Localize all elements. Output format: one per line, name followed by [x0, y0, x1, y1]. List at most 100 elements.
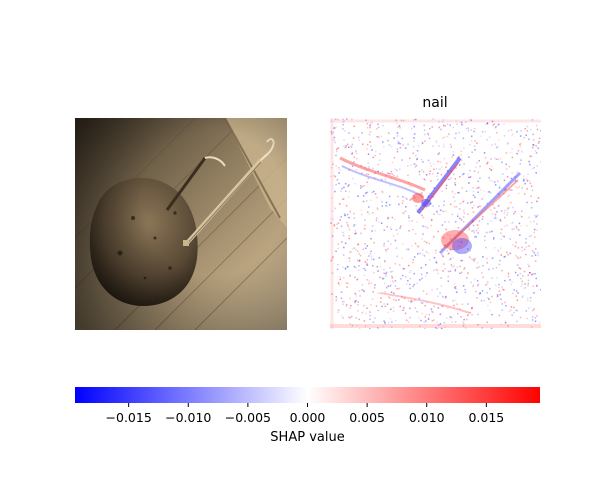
shap-pixel	[345, 282, 348, 284]
shap-pixel	[527, 173, 529, 175]
shap-pixel	[520, 225, 523, 227]
shap-pixel	[389, 267, 391, 269]
shap-pixel	[438, 121, 440, 123]
shap-pixel	[345, 205, 348, 207]
shap-pixel	[374, 229, 376, 232]
shap-pixel	[413, 195, 416, 197]
shap-pixel	[391, 321, 393, 323]
shap-pixel	[425, 174, 428, 176]
shap-pixel	[492, 124, 494, 126]
shap-pixel	[529, 182, 532, 185]
shap-pixel	[460, 316, 462, 318]
shap-pixel	[471, 307, 473, 309]
shap-pixel	[535, 277, 537, 280]
shap-pixel	[401, 257, 403, 260]
shap-pixel	[402, 119, 405, 122]
shap-pixel	[459, 176, 461, 178]
shap-pixel	[524, 286, 527, 289]
shap-pixel	[503, 256, 505, 258]
shap-pixel	[467, 314, 470, 316]
shap-pixel	[491, 180, 493, 182]
shap-pixel	[437, 272, 439, 275]
shap-pixel	[470, 140, 473, 142]
shap-pixel	[382, 124, 384, 127]
shap-pixel	[500, 238, 503, 240]
shap-pixel	[516, 256, 518, 258]
shap-pixel	[493, 207, 496, 209]
shap-pixel	[401, 296, 404, 299]
shap-pixel	[472, 284, 475, 287]
shap-pixel	[530, 234, 532, 237]
shap-pixel	[399, 168, 401, 170]
shap-pixel	[483, 190, 485, 192]
shap-pixel	[414, 299, 416, 301]
shap-pixel	[447, 270, 450, 273]
shap-pixel	[519, 273, 522, 275]
shap-pixel	[540, 130, 541, 132]
shap-pixel	[516, 131, 518, 133]
shap-pixel	[494, 127, 497, 129]
shap-pixel	[422, 171, 425, 173]
shap-pixel	[384, 259, 386, 262]
shap-pixel	[377, 292, 380, 294]
shap-pixel	[513, 289, 515, 291]
shap-pixel	[503, 289, 505, 291]
shap-pixel	[363, 274, 366, 276]
shap-pixel	[506, 176, 509, 178]
shap-pixel	[433, 187, 435, 189]
shap-pixel	[422, 254, 424, 256]
shap-pixel	[379, 276, 381, 279]
shap-pixel	[465, 327, 467, 329]
shap-pixel	[489, 288, 491, 290]
shap-pixel	[454, 269, 457, 272]
shap-pixel	[435, 140, 437, 142]
shap-pixel	[358, 318, 360, 321]
shap-pixel	[405, 206, 407, 208]
shap-pixel	[421, 277, 423, 280]
shap-pixel	[461, 271, 463, 274]
shap-pixel	[487, 281, 489, 283]
shap-pixel	[421, 238, 423, 240]
shap-pixel	[430, 165, 432, 167]
shap-pixel	[521, 246, 523, 249]
shap-pixel	[338, 282, 340, 284]
shap-pixel	[522, 275, 524, 277]
colorbar-label: SHAP value	[270, 430, 345, 445]
shap-pixel	[463, 172, 465, 175]
shap-pixel	[468, 176, 470, 179]
shap-pixel	[344, 268, 347, 270]
shap-pixel	[462, 201, 464, 203]
shap-pixel	[494, 247, 496, 249]
shap-pixel	[330, 259, 333, 262]
shap-pixel	[379, 153, 381, 155]
shap-pixel	[532, 309, 534, 312]
shap-pixel	[395, 247, 398, 249]
shap-pixel	[402, 196, 404, 198]
shap-pixel	[408, 215, 410, 217]
shap-pixel	[473, 128, 476, 130]
shap-pixel	[366, 245, 368, 247]
shap-pixel	[499, 195, 501, 198]
shap-pixel	[483, 300, 486, 302]
shap-pixel	[410, 164, 412, 166]
shap-pixel	[431, 320, 434, 322]
shap-pixel	[514, 271, 517, 274]
shap-pixel	[474, 258, 476, 260]
shap-pixel	[443, 124, 445, 127]
shap-pixel	[422, 233, 424, 235]
shap-pixel	[503, 135, 506, 137]
shap-pixel	[372, 212, 374, 214]
shap-pixel	[377, 126, 380, 129]
shap-pixel	[477, 186, 480, 189]
shap-pixel	[440, 277, 442, 279]
colorbar-tick-label: 0.005	[349, 410, 385, 425]
shap-pixel	[532, 273, 534, 275]
shap-pixel	[339, 203, 341, 205]
shap-pixel	[448, 221, 450, 223]
shap-pixel	[344, 183, 347, 185]
shap-pixel	[351, 324, 354, 327]
shap-pixel	[384, 178, 387, 181]
shap-pixel	[335, 183, 337, 186]
shap-pixel	[366, 191, 368, 194]
shap-pixel	[333, 136, 336, 139]
